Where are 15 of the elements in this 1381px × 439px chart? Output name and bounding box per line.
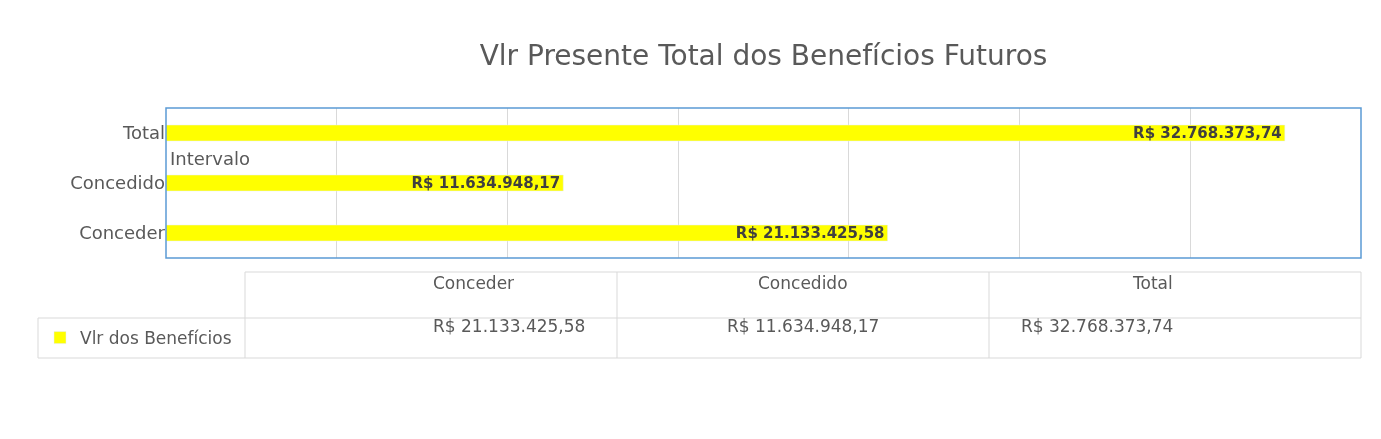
text: R$ 21.133.425,58 [433,316,586,336]
category-label: Concedido [758,273,848,293]
y-tick-label: Total [121,122,165,144]
category-label: Total [1133,273,1173,293]
chart-title: Vlr Presente Total dos Benefícios Futuros [479,38,1048,72]
legend-label: Vlr dos Benefícios [80,328,232,349]
y-tick-label: Concedido [70,172,165,194]
data-label: R$ 21.133.425,58 [735,224,885,242]
annotation: Intervalo [170,148,250,169]
text: R$ 32.768.373,74 [1021,316,1174,336]
y-tick-label: Conceder [79,222,166,244]
category-label: Conceder [433,273,515,293]
data-label: R$ 32.768.373,74 [1133,124,1282,142]
data-label: R$ 11.634.948,17 [411,174,561,192]
text: R$ 11.634.948,17 [727,316,880,336]
